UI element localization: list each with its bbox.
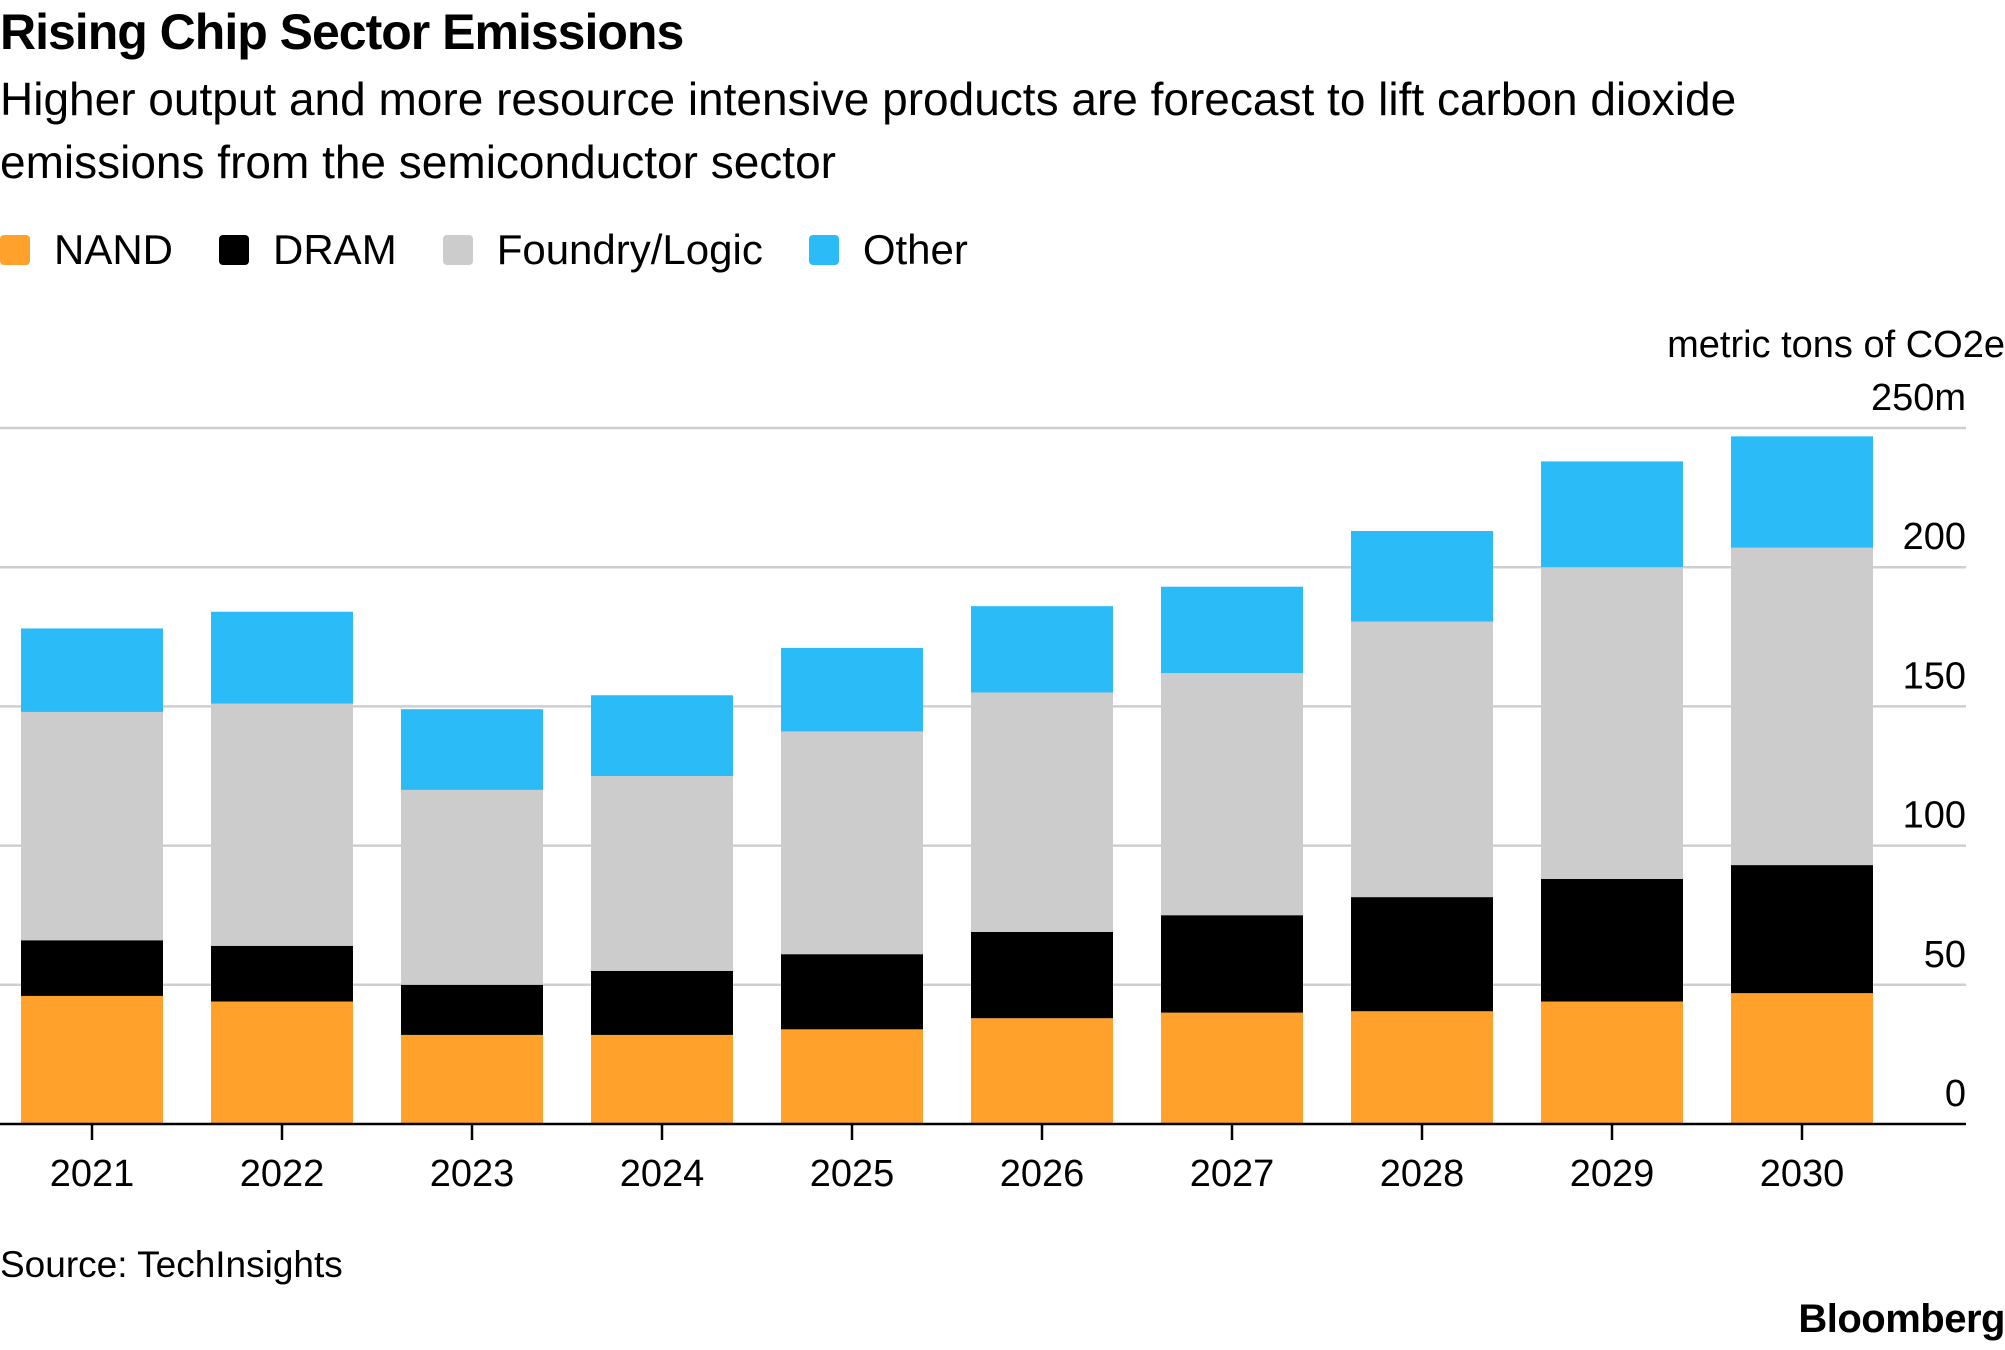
bar-2021-nand: [21, 995, 163, 1124]
bar-2029-other: [1541, 461, 1683, 568]
bar-2022-dram: [211, 945, 353, 1002]
bar-2026-foundry-logic: [971, 692, 1113, 932]
legend-item-dram: DRAM: [219, 226, 397, 274]
bar-2022-nand: [211, 1001, 353, 1124]
legend-label-dram: DRAM: [273, 226, 397, 273]
y-tick-label-50: 50: [1924, 934, 1966, 976]
bar-2024-other: [591, 695, 733, 776]
legend-label-foundry-logic: Foundry/Logic: [496, 226, 763, 273]
legend-swatch-nand: [0, 235, 30, 265]
legend-item-other: Other: [808, 226, 968, 274]
legend-swatch-dram: [219, 235, 250, 265]
bar-2021-other: [21, 628, 163, 712]
axes: 0 50 100 150 200 250m 2021 2022 2023 2024 2025 2026…: [0, 377, 1966, 1195]
legend-swatch-foundry-logic: [442, 235, 473, 265]
bar-2024-dram: [591, 970, 733, 1035]
source-note: Source: TechInsights: [0, 1244, 343, 1285]
bar-2021-foundry-logic: [21, 711, 163, 941]
bar-2025-dram: [781, 954, 923, 1030]
x-tick-label-2029: 2029: [1570, 1153, 1655, 1195]
y-tick-label-150: 150: [1903, 655, 1966, 697]
bar-2022-other: [211, 611, 353, 704]
y-tick-label-250: 250m: [1871, 377, 1966, 419]
bar-2024-nand: [591, 1034, 733, 1124]
bar-2026-other: [971, 606, 1113, 693]
bloomberg-logo: Bloomberg: [1798, 1297, 2005, 1341]
bar-2026-nand: [971, 1018, 1113, 1124]
bar-2030-other: [1731, 436, 1873, 548]
bar-2030-dram: [1731, 865, 1873, 994]
bar-2028-nand: [1351, 1011, 1493, 1124]
y-axis-title: metric tons of CO2e: [1667, 324, 2005, 366]
x-tick-label-2022: 2022: [240, 1153, 325, 1195]
x-tick-label-2030: 2030: [1760, 1153, 1845, 1195]
y-tick-label-100: 100: [1903, 795, 1966, 837]
bar-2029-foundry-logic: [1541, 567, 1683, 880]
bar-2026-dram: [971, 931, 1113, 1019]
bar-2025-nand: [781, 1029, 923, 1124]
bar-2024-foundry-logic: [591, 776, 733, 971]
bar-2028-dram: [1351, 897, 1493, 1012]
bar-2028-foundry-logic: [1351, 621, 1493, 898]
bar-2023-dram: [401, 984, 543, 1035]
x-tick-label-2024: 2024: [620, 1153, 705, 1195]
legend-item-nand: NAND: [0, 226, 173, 274]
legend-swatch-other: [808, 235, 839, 265]
x-tick-label-2023: 2023: [430, 1153, 515, 1195]
x-tick-label-2025: 2025: [810, 1153, 895, 1195]
bars: [21, 436, 1873, 1124]
stacked-bar-chart: 0 50 100 150 200 250m 2021 2022 2023 2024 2025 2026…: [0, 324, 2005, 1195]
bar-2027-nand: [1161, 1012, 1303, 1124]
y-tick-label-0: 0: [1945, 1073, 1966, 1115]
x-tick-label-2021: 2021: [50, 1153, 135, 1195]
bar-2030-foundry-logic: [1731, 547, 1873, 866]
chart-title: Rising Chip Sector Emissions: [0, 4, 684, 60]
bar-2030-nand: [1731, 993, 1873, 1124]
bar-2028-other: [1351, 531, 1493, 622]
bar-2027-dram: [1161, 915, 1303, 1013]
bar-2023-other: [401, 709, 543, 790]
x-tick-label-2027: 2027: [1190, 1153, 1275, 1195]
chart-subtitle: Higher output and more resource intensiv…: [0, 73, 1737, 188]
bar-2025-foundry-logic: [781, 731, 923, 955]
legend: NAND DRAM Foundry/Logic Other: [0, 222, 1014, 278]
bar-2027-foundry-logic: [1161, 672, 1303, 916]
legend-label-nand: NAND: [54, 226, 174, 273]
x-tick-label-2026: 2026: [1000, 1153, 1085, 1195]
y-tick-label-200: 200: [1903, 516, 1966, 558]
bar-2029-nand: [1541, 1001, 1683, 1124]
bar-2023-nand: [401, 1034, 543, 1124]
bar-2029-dram: [1541, 879, 1683, 1002]
x-tick-label-2028: 2028: [1380, 1153, 1465, 1195]
bar-2025-other: [781, 647, 923, 732]
bar-2027-other: [1161, 586, 1303, 673]
legend-item-foundry-logic: Foundry/Logic: [442, 226, 763, 274]
bar-2021-dram: [21, 940, 163, 996]
legend-label-other: Other: [862, 226, 968, 273]
bar-2022-foundry-logic: [211, 703, 353, 946]
bar-2023-foundry-logic: [401, 789, 543, 985]
